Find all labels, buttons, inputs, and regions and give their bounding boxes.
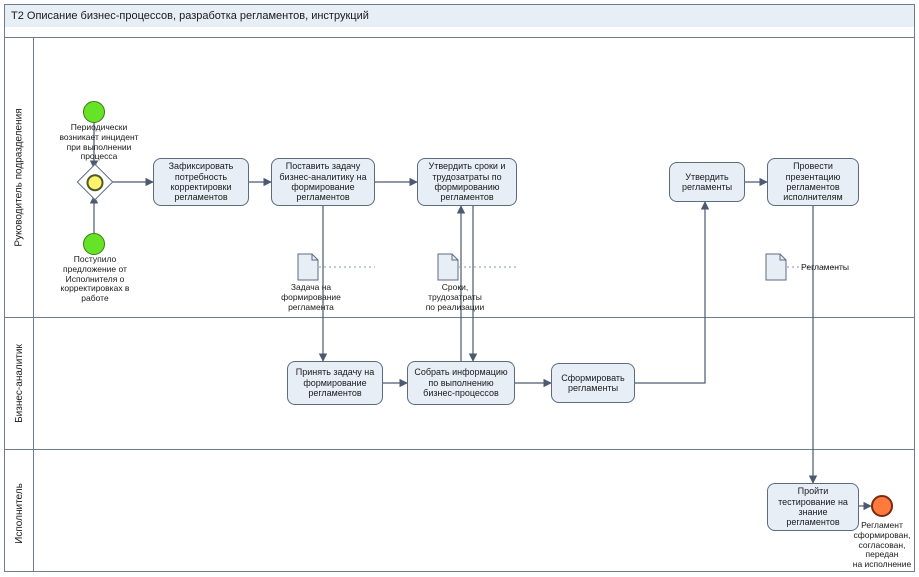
task-label: Сформироватьрегламенты (561, 373, 624, 394)
task-label: Утвердитьрегламенты (682, 172, 732, 193)
lane-manager-label: Руководитель подразделения (5, 37, 33, 317)
data-object-label: Сроки,трудозатратыпо реализации (415, 283, 495, 312)
task-t7[interactable]: Собрать информациюпо выполнениюбизнес-пр… (407, 361, 515, 405)
task-t6[interactable]: Принять задачу наформированиерегламентов (287, 361, 383, 405)
task-t8[interactable]: Сформироватьрегламенты (551, 363, 635, 403)
start-event-label: Периодическивозникает инцидентпри выполн… (59, 123, 139, 162)
task-label: Провестипрезентациюрегламентовисполнител… (783, 161, 843, 202)
lane-executor-label: Исполнитель (5, 449, 33, 577)
end-event[interactable] (871, 495, 893, 517)
task-t3[interactable]: Утвердить сроки итрудозатраты поформиров… (417, 158, 517, 206)
lane-separator (5, 317, 33, 318)
task-t5[interactable]: Провестипрезентациюрегламентовисполнител… (767, 158, 859, 206)
start-event-start2[interactable] (83, 233, 105, 255)
data-object-label: Регламенты (785, 263, 865, 273)
gateway-marker-icon (87, 174, 104, 191)
data-object-label: Задача наформированиерегламента (271, 283, 351, 312)
task-label: Принять задачу наформированиерегламентов (296, 367, 375, 398)
start-event-start1[interactable] (83, 101, 105, 123)
data-object-doc3[interactable] (765, 253, 787, 281)
task-t2[interactable]: Поставить задачубизнес-аналитику наформи… (271, 158, 375, 206)
task-label: Зафиксироватьпотребностькорректировкирег… (169, 161, 234, 202)
task-label: Собрать информациюпо выполнениюбизнес-пр… (414, 367, 507, 398)
lane-separator (5, 449, 33, 450)
task-label: Пройтитестирование назнаниерегламентов (778, 486, 848, 527)
data-object-doc1[interactable] (297, 253, 319, 281)
pool-title: T2 Описание бизнес-процессов, разработка… (5, 5, 914, 28)
start-event-label: Поступилопредложение отИсполнителя окорр… (55, 255, 135, 304)
bpmn-pool: T2 Описание бизнес-процессов, разработка… (4, 4, 915, 572)
task-label: Утвердить сроки итрудозатраты поформиров… (429, 161, 506, 202)
lane-analyst-label: Бизнес-аналитик (5, 317, 33, 449)
data-object-doc2[interactable] (437, 253, 459, 281)
end-event-label: Регламентсформирован,согласован, передан… (843, 521, 919, 570)
task-t1[interactable]: Зафиксироватьпотребностькорректировкирег… (153, 158, 249, 206)
task-label: Поставить задачубизнес-аналитику наформи… (279, 161, 366, 202)
task-t4[interactable]: Утвердитьрегламенты (669, 162, 745, 202)
